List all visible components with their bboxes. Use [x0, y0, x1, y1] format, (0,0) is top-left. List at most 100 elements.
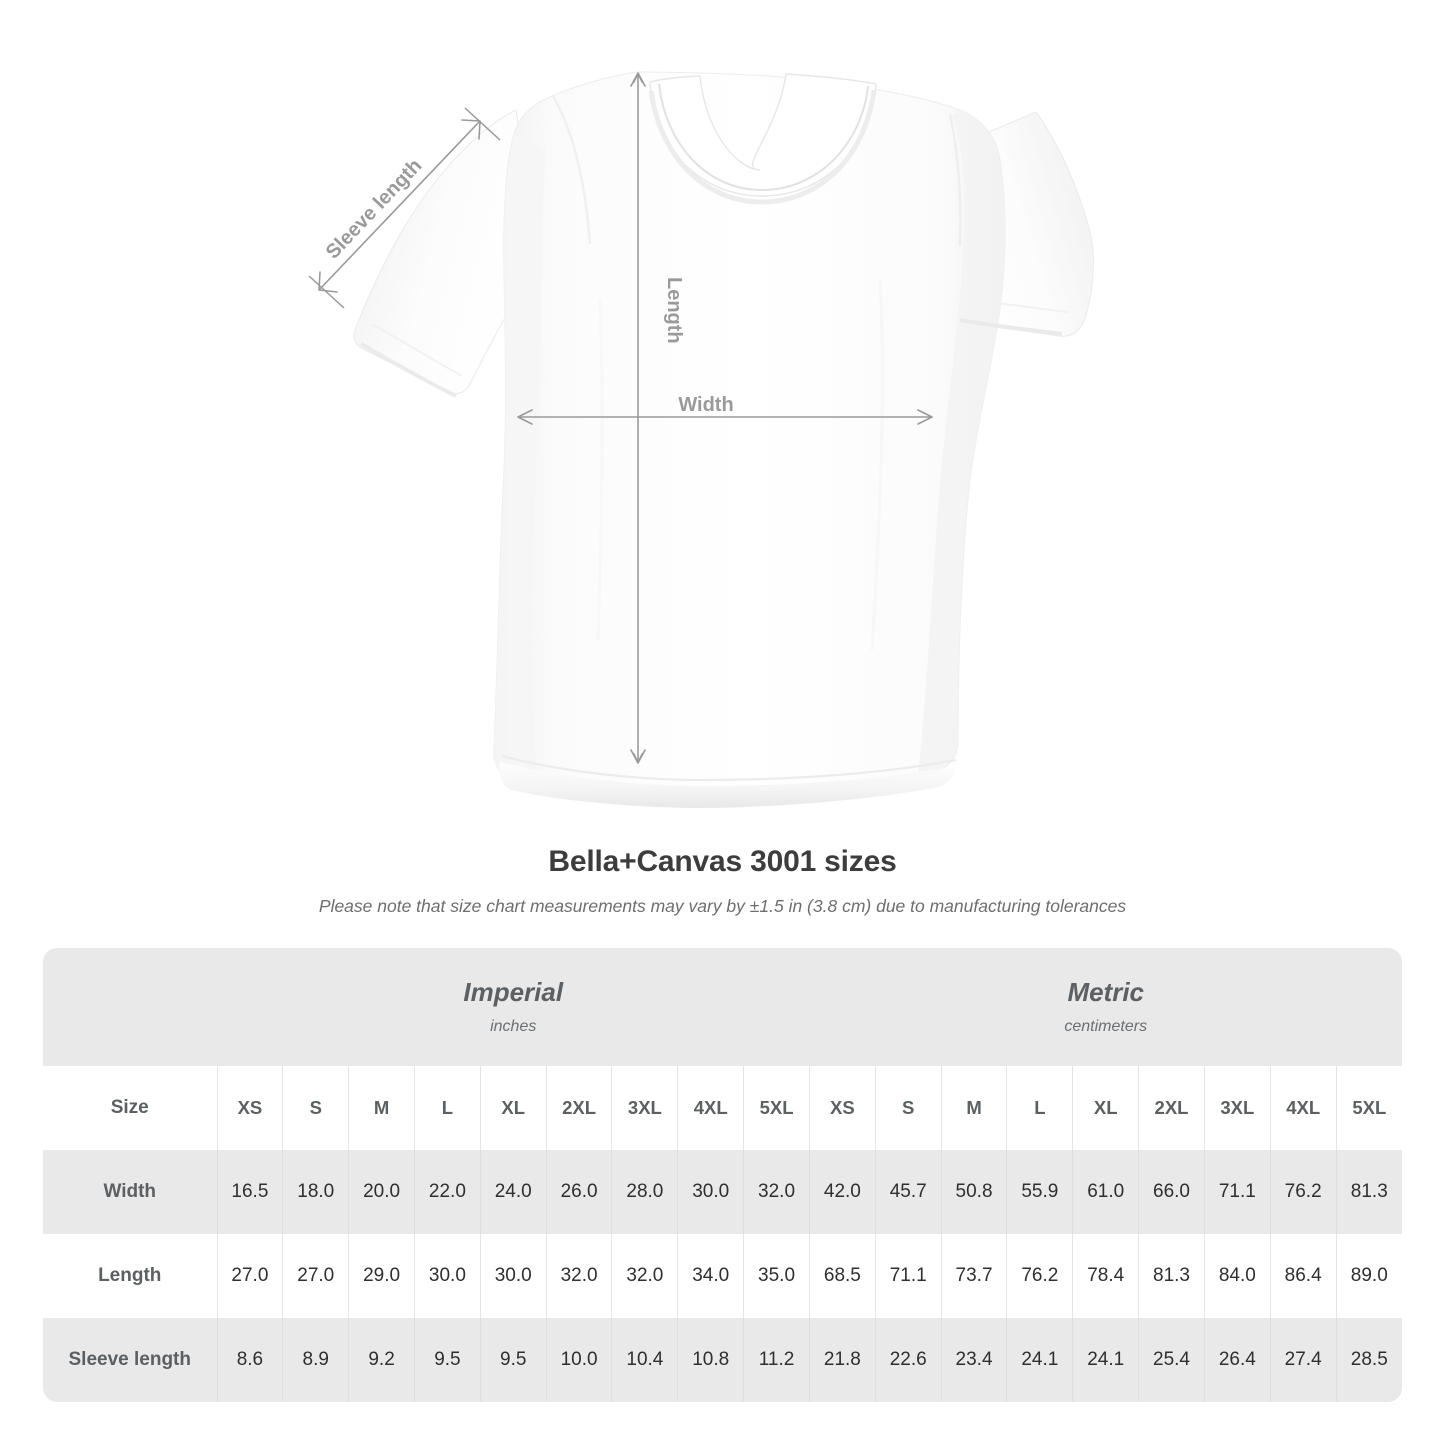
unit-group-name: Imperial — [463, 976, 564, 1007]
size-header-2xl-14: 2XL — [1138, 1066, 1205, 1150]
width-label: Width — [678, 394, 733, 416]
tshirt-illustration — [353, 71, 1095, 808]
cell: 9.5 — [479, 1318, 547, 1402]
cell: 16.5 — [216, 1150, 283, 1234]
cell: 21.8 — [808, 1318, 876, 1402]
cell: 32.0 — [611, 1234, 678, 1318]
width-arrowhead-right — [917, 409, 933, 425]
tolerance-note: Please note that size chart measurements… — [318, 896, 1127, 916]
title-block: Bella+Canvas 3001 sizes Please note that… — [0, 845, 1445, 917]
right-shoulder-seam — [948, 113, 962, 247]
sleeve-tick-lower — [308, 275, 345, 309]
fabric-fold-1 — [596, 299, 604, 641]
row-label-sleeve-length: Sleeve length — [43, 1318, 217, 1402]
table-row: Length 27.0 27.0 29.0 30.0 30.0 32.0 32.0 34.0 35… — [43, 1234, 1402, 1318]
cell: 24.1 — [1006, 1318, 1073, 1402]
cell: 68.5 — [808, 1234, 876, 1318]
page-title: Bella+Canvas 3001 sizes — [548, 845, 897, 878]
right-sleeve-hem — [959, 318, 1063, 336]
cell: 61.0 — [1072, 1150, 1139, 1234]
cell: 50.8 — [940, 1150, 1007, 1234]
size-header-xl-4: XL — [479, 1066, 547, 1150]
cell: 10.0 — [545, 1318, 612, 1402]
cell: 66.0 — [1138, 1150, 1205, 1234]
cell: 71.1 — [874, 1234, 942, 1318]
cell: 24.0 — [479, 1150, 547, 1234]
table-row: Width 16.5 18.0 20.0 22.0 24.0 26.0 28.0 30.0 32.… — [43, 1150, 1402, 1234]
cell: 22.6 — [874, 1318, 942, 1402]
cell: 81.3 — [1138, 1234, 1205, 1318]
size-header-4xl-7: 4XL — [677, 1066, 744, 1150]
left-sleeve — [353, 109, 541, 395]
cell: 30.0 — [677, 1150, 744, 1234]
bottom-hem-line — [501, 754, 957, 782]
cell: 81.3 — [1335, 1150, 1402, 1234]
size-header-s-1: S — [282, 1066, 349, 1150]
unit-band-row: Imperial inches Metric centimeters — [43, 948, 1402, 1066]
cell: 26.4 — [1203, 1318, 1271, 1402]
cell: 42.0 — [808, 1150, 876, 1234]
cell: 84.0 — [1203, 1234, 1271, 1318]
cell: 34.0 — [677, 1234, 744, 1318]
size-chart-table: Imperial inches Metric centimeters Size XS S M L… — [43, 948, 1402, 1402]
sleeve-arrowhead-lower — [318, 271, 338, 293]
sleeve-tick-upper — [464, 107, 501, 141]
row-label-width: Width — [43, 1150, 217, 1234]
size-header-xs-9: XS — [808, 1066, 876, 1150]
cell: 89.0 — [1335, 1234, 1402, 1318]
fabric-fold-2 — [870, 279, 884, 651]
cell: 18.0 — [282, 1150, 349, 1234]
size-header-3xl-15: 3XL — [1203, 1066, 1271, 1150]
cell: 23.4 — [940, 1318, 1007, 1402]
unit-group-name: Metric — [1067, 976, 1145, 1007]
left-sleeve-hem-line — [371, 323, 463, 377]
length-arrowhead-bottom — [630, 749, 646, 764]
cell: 55.9 — [1006, 1150, 1073, 1234]
size-header-s-10: S — [874, 1066, 942, 1150]
collar — [649, 73, 877, 197]
cell: 76.2 — [1269, 1150, 1337, 1234]
unit-group-metric: Metric centimeters — [809, 948, 1402, 1066]
cell: 10.4 — [611, 1318, 678, 1402]
size-column-header: Size — [43, 1066, 217, 1150]
left-shoulder-seam — [551, 95, 592, 245]
cell: 28.0 — [611, 1150, 678, 1234]
row-label-length: Length — [43, 1234, 217, 1318]
size-header-xs-0: XS — [216, 1066, 283, 1150]
unit-group-unit: inches — [490, 1018, 537, 1036]
body-left-shade — [493, 134, 546, 782]
size-header-l-12: L — [1006, 1066, 1073, 1150]
cell: 35.0 — [743, 1234, 810, 1318]
cell: 11.2 — [743, 1318, 810, 1402]
cell: 28.5 — [1335, 1318, 1402, 1402]
cell: 10.8 — [677, 1318, 744, 1402]
tshirt-measurement-diagram: Width Length Sleeve length — [308, 71, 1095, 808]
body-right-shade — [918, 110, 1006, 776]
cell: 45.7 — [874, 1150, 942, 1234]
size-header-m-11: M — [940, 1066, 1007, 1150]
size-header-2xl-5: 2XL — [545, 1066, 612, 1150]
cell: 30.0 — [479, 1234, 547, 1318]
cell: 27.0 — [282, 1234, 349, 1318]
collar-inner — [658, 83, 869, 192]
cell: 9.5 — [413, 1318, 481, 1402]
cell: 78.4 — [1072, 1234, 1139, 1318]
size-header-xl-13: XL — [1072, 1066, 1139, 1150]
size-header-row: Size XS S M L XL 2XL 3XL 4XL 5XL XS S M L XL 2XL 3XL 4XL 5… — [43, 1066, 1402, 1150]
cell: 9.2 — [348, 1318, 415, 1402]
size-header-3xl-6: 3XL — [611, 1066, 678, 1150]
size-header-5xl-17: 5XL — [1335, 1066, 1402, 1150]
cell: 32.0 — [545, 1234, 612, 1318]
cell: 76.2 — [1006, 1234, 1073, 1318]
size-header-4xl-16: 4XL — [1269, 1066, 1337, 1150]
size-header-5xl-8: 5XL — [743, 1066, 810, 1150]
width-arrowhead-left — [517, 409, 533, 425]
cell: 73.7 — [940, 1234, 1007, 1318]
cell: 25.4 — [1138, 1318, 1205, 1402]
length-label: Length — [663, 277, 685, 344]
length-arrowhead-top — [630, 72, 646, 87]
unit-group-unit: centimeters — [1064, 1018, 1148, 1036]
cell: 30.0 — [413, 1234, 481, 1318]
collar-rib — [648, 89, 877, 205]
size-header-l-3: L — [413, 1066, 481, 1150]
